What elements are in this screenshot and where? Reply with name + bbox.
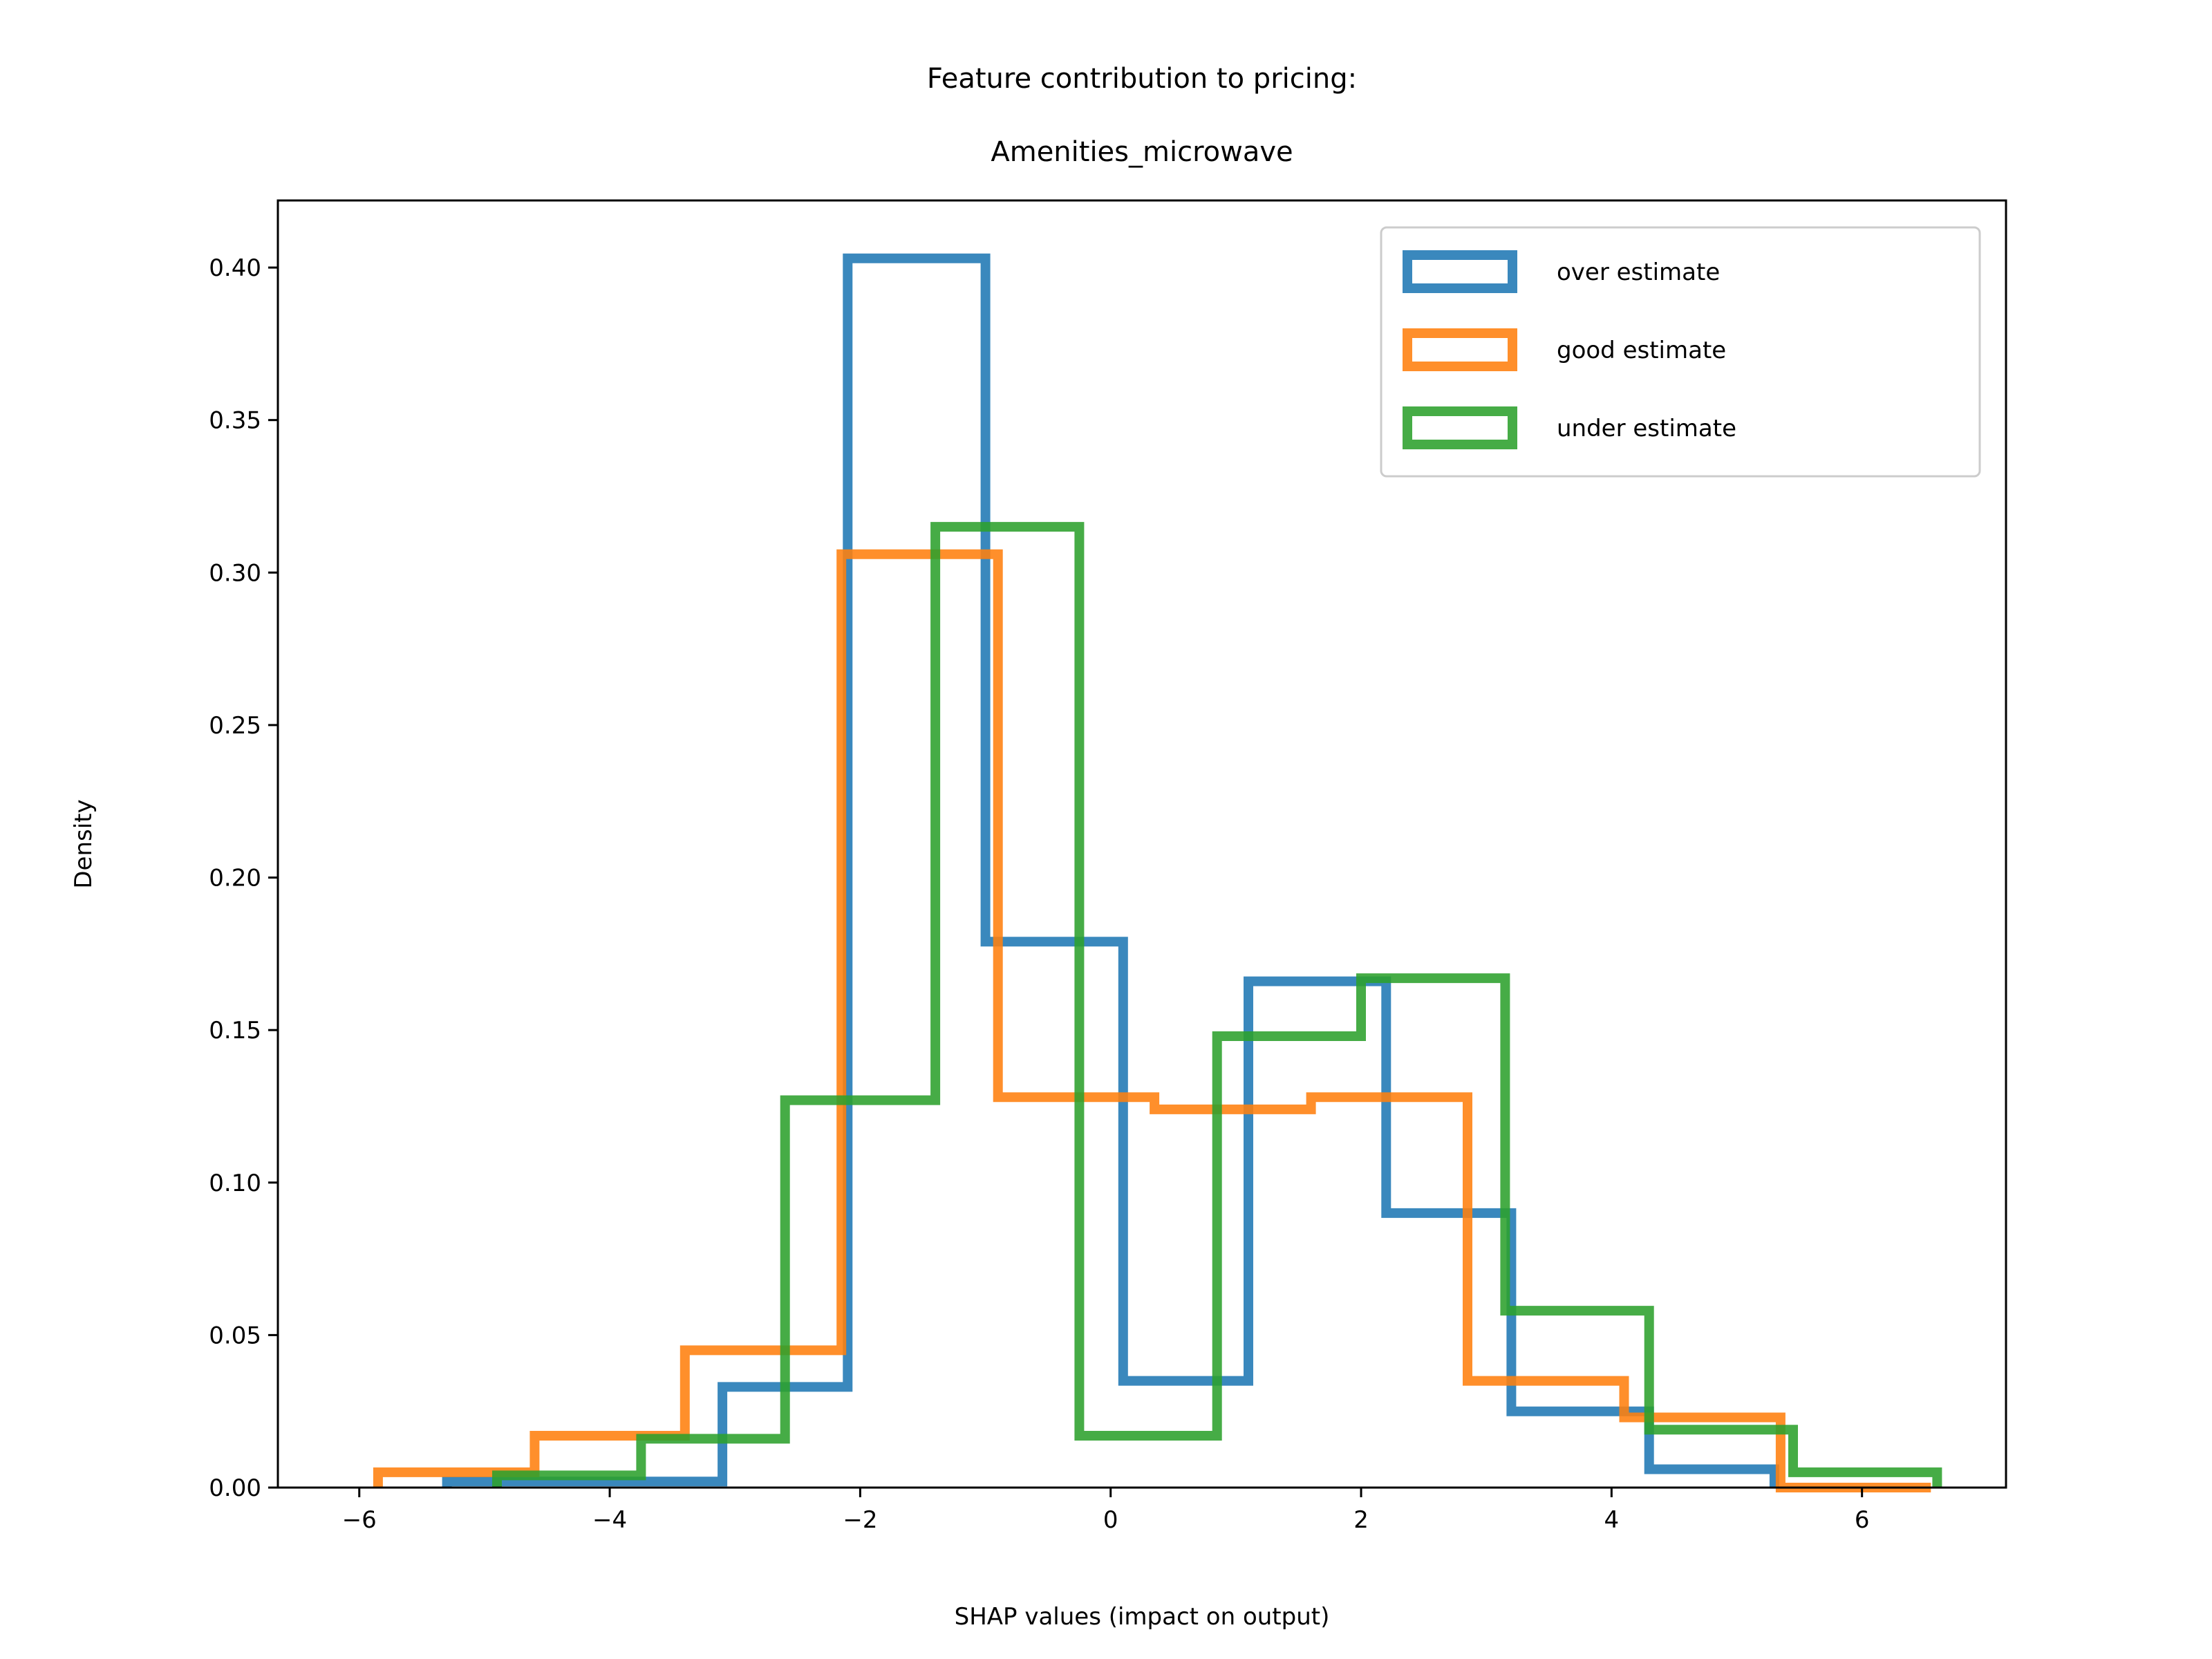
legend-label-over-estimate: over estimate: [1557, 259, 1720, 286]
series-line-good-estimate: [373, 549, 1931, 1492]
x-tick-label: 2: [1353, 1506, 1369, 1534]
x-tick-label: 6: [1855, 1506, 1870, 1534]
y-tick-label: 0.35: [209, 407, 261, 435]
y-tick-label: 0.25: [209, 712, 261, 740]
legend-label-good-estimate: good estimate: [1557, 337, 1726, 364]
y-tick-label: 0.10: [209, 1170, 261, 1197]
x-axis-label: SHAP values (impact on output): [955, 1603, 1330, 1631]
y-tick-label: 0.00: [209, 1474, 261, 1502]
legend-swatch-under-estimate: [1403, 406, 1517, 449]
x-tick-label: −6: [342, 1506, 377, 1534]
chart-title-line2: Amenities_microwave: [991, 136, 1293, 168]
y-tick-label: 0.30: [209, 559, 261, 587]
y-axis-label: Density: [70, 799, 97, 888]
x-tick-label: −4: [592, 1506, 627, 1534]
series-line-over-estimate: [442, 253, 1779, 1488]
legend-frame: [1380, 226, 1981, 478]
legend-swatch-over-estimate: [1403, 250, 1517, 293]
legend-swatch-good-estimate: [1403, 328, 1517, 371]
y-tick-label: 0.05: [209, 1322, 261, 1349]
series-line-under-estimate: [492, 522, 1942, 1488]
y-tick-label: 0.40: [209, 254, 261, 282]
legend: over estimate good estimate under estimate: [1380, 226, 1981, 478]
x-tick-label: 0: [1103, 1506, 1118, 1534]
x-tick-label: −2: [843, 1506, 877, 1534]
x-axis: −6 −4 −2 0 2 4 6: [342, 1488, 1870, 1534]
legend-label-under-estimate: under estimate: [1557, 415, 1736, 442]
y-tick-label: 0.15: [209, 1017, 261, 1044]
y-axis: 0.00 0.05 0.10 0.15 0.20 0.25 0.30 0.35 0.40: [209, 254, 278, 1502]
plot-frame: [276, 199, 2007, 1489]
chart-title-line1: Feature contribution to pricing:: [927, 63, 1357, 95]
y-tick-label: 0.20: [209, 865, 261, 892]
series-layer: [373, 253, 1942, 1492]
x-tick-label: 4: [1604, 1506, 1620, 1534]
